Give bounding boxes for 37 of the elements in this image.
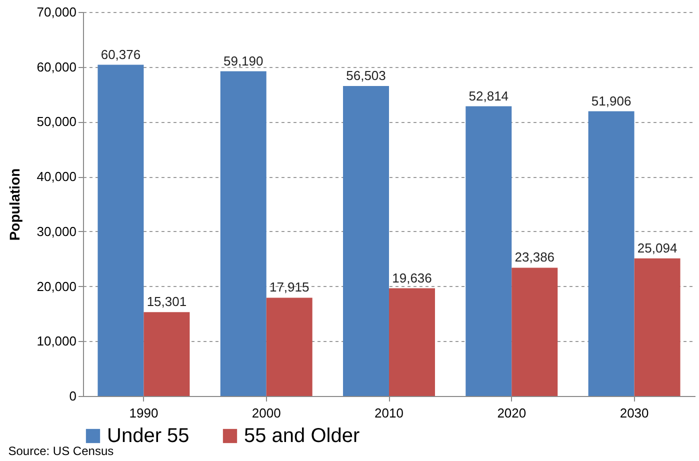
- y-tick-label: 10,000: [36, 334, 76, 349]
- y-axis-title: Population: [6, 168, 23, 241]
- bar: [512, 268, 558, 396]
- data-label: 23,386: [514, 250, 555, 265]
- y-tick-label: 40,000: [36, 169, 76, 184]
- x-tick-label: 2010: [374, 406, 404, 420]
- y-tick-label: 30,000: [36, 224, 76, 239]
- bar: [343, 86, 389, 396]
- data-label: 60,376: [100, 46, 141, 62]
- data-label: 51,906: [591, 93, 632, 108]
- bar: [266, 298, 312, 396]
- data-label: 56,503: [346, 68, 386, 84]
- data-label: 19,636: [392, 270, 432, 286]
- legend-label: Under 55: [107, 425, 190, 447]
- source-note: Source: US Census: [8, 444, 114, 458]
- bar: [466, 106, 512, 396]
- data-label: 25,094: [637, 240, 678, 256]
- y-tick-label: 50,000: [36, 114, 76, 130]
- x-tick-label: 1990: [129, 406, 158, 420]
- data-label: 15,301: [146, 294, 187, 310]
- x-tick-label: 2000: [252, 406, 281, 420]
- bar: [220, 71, 266, 396]
- bar: [98, 64, 144, 396]
- data-label: 59,190: [223, 53, 264, 68]
- data-label: 17,915: [269, 280, 310, 295]
- data-label: 52,814: [468, 88, 509, 104]
- x-tick-label: 2030: [620, 406, 649, 420]
- x-tick-label: 2020: [497, 406, 526, 420]
- bar: [634, 258, 680, 396]
- y-tick-label: 20,000: [36, 278, 76, 294]
- bar: [389, 288, 435, 396]
- bar: [144, 312, 190, 396]
- bar: [588, 111, 634, 396]
- legend-label: 55 and Older: [244, 425, 360, 447]
- y-tick-label: 70,000: [36, 4, 76, 20]
- y-tick-label: 0: [69, 388, 76, 404]
- y-tick-label: 60,000: [36, 59, 76, 74]
